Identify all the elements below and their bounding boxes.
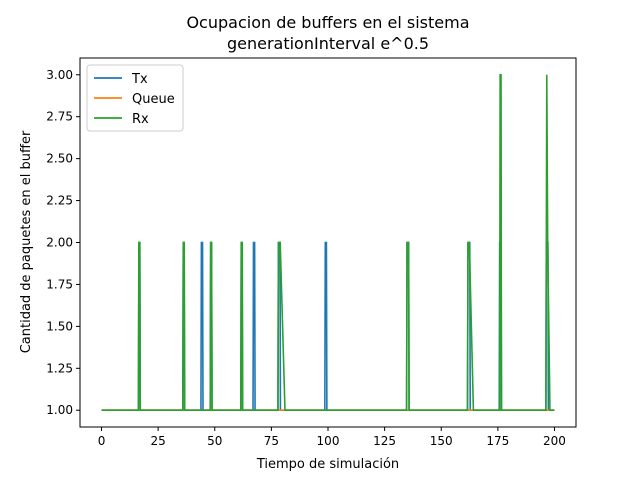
chart-title: Ocupacion de buffers en el sistema gener… [186,13,469,53]
x-tick-label: 125 [373,434,396,448]
legend-box [86,64,184,132]
chart-title-line-2: generationInterval e^0.5 [227,34,429,53]
y-tick-label: 3.00 [46,68,73,82]
x-tick-label: 25 [150,434,165,448]
series-line-rx [101,73,555,412]
x-tick-label: 100 [317,434,340,448]
legend-entry-queue: Queue [132,92,175,107]
x-tick-label: 150 [430,434,453,448]
x-tick-label: 175 [486,434,509,448]
y-tick-label: 1.50 [46,319,73,333]
y-axis-label: Cantidad de paquetes en el buffer [19,130,34,353]
x-tick-label: 200 [543,434,566,448]
x-tick-label: 50 [207,434,222,448]
y-tick-label: 2.50 [46,152,73,166]
series-layer [101,73,555,412]
x-axis-label: Tiempo de simulación [256,457,399,472]
y-tick-label: 1.00 [46,403,73,417]
y-tick-label: 2.00 [46,236,73,250]
legend-entry-rx: Rx [132,112,149,127]
chart-title-line-1: Ocupacion de buffers en el sistema [186,13,469,32]
y-tick-label: 2.75 [46,110,73,124]
y-tick-label: 1.75 [46,277,73,291]
x-axis: 0 25 50 75 100 125 150 175 200 [98,427,566,448]
y-tick-label: 1.25 [46,361,73,375]
x-tick-label: 0 [98,434,106,448]
legend: Tx Queue Rx [86,64,184,132]
legend-entry-tx: Tx [131,72,148,87]
x-tick-label: 75 [264,434,279,448]
y-axis: 1.00 1.25 1.50 1.75 2.00 2.25 2.50 2.75 3.00 [46,68,80,417]
y-tick-label: 2.25 [46,194,73,208]
